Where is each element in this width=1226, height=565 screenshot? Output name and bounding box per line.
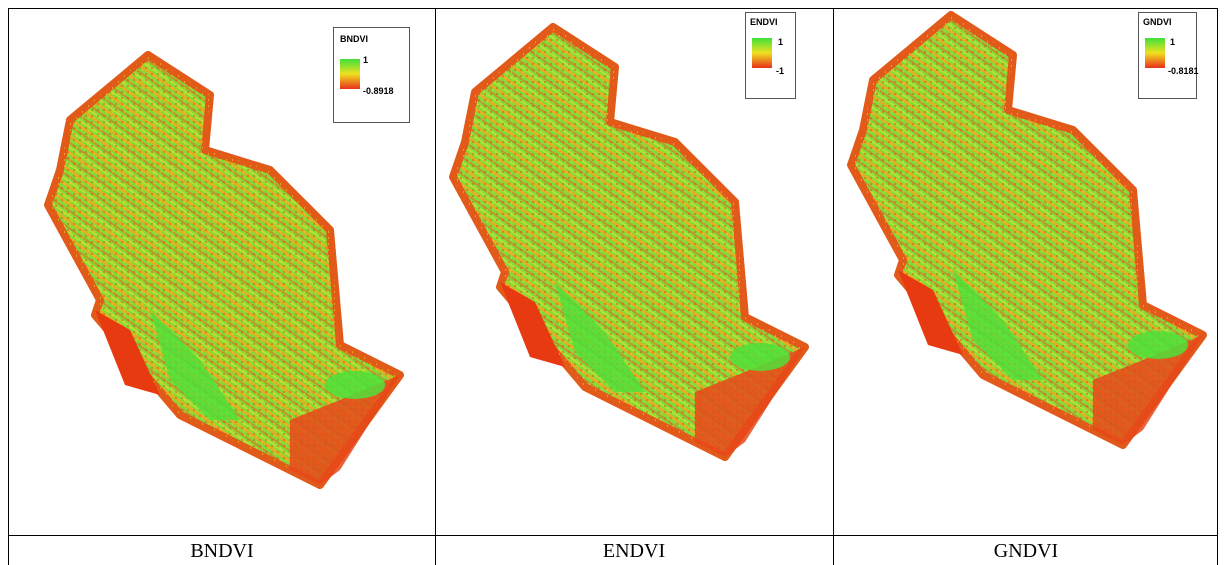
legend-min: -1 xyxy=(776,66,784,76)
legend-min: -0.8181 xyxy=(1168,66,1199,76)
legend-title: ENDVI xyxy=(750,17,778,27)
legend-title: GNDVI xyxy=(1143,17,1172,27)
caption: BNDVI xyxy=(190,540,253,562)
figure: BNDVI 1 -0.8918 ENDVI 1 -1 GNDVI 1 -0.81… xyxy=(0,0,1226,565)
legend: BNDVI 1 -0.8918 xyxy=(334,28,410,123)
caption: ENDVI xyxy=(603,540,665,562)
legend-max: 1 xyxy=(363,55,368,65)
legend-min: -0.8918 xyxy=(363,86,394,96)
legend-title: BNDVI xyxy=(340,34,368,44)
legend: GNDVI 1 -0.8181 xyxy=(1139,13,1199,99)
legend: ENDVI 1 -1 xyxy=(746,13,796,99)
legend-max: 1 xyxy=(1170,37,1175,47)
legend-max: 1 xyxy=(778,37,783,47)
caption: GNDVI xyxy=(994,540,1058,562)
